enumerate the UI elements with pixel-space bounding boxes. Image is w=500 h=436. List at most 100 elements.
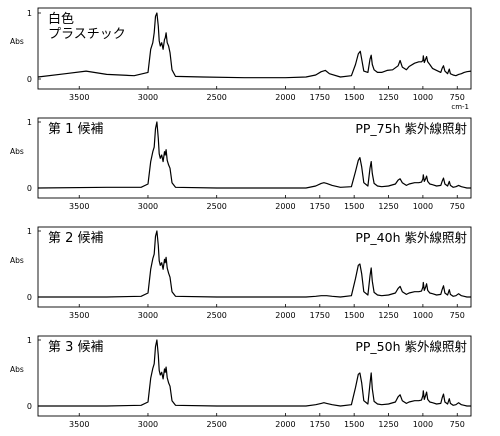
data-point	[440, 403, 441, 404]
data-point	[444, 71, 445, 72]
x-tick-label: 750	[450, 202, 465, 211]
data-point	[106, 296, 107, 297]
data-point	[453, 187, 454, 188]
data-point	[470, 405, 471, 406]
data-point	[447, 73, 448, 74]
data-point	[171, 69, 172, 70]
data-point	[369, 168, 370, 169]
data-point	[325, 70, 326, 71]
data-point	[321, 295, 322, 296]
data-point	[167, 377, 168, 378]
data-point	[425, 395, 426, 396]
data-point	[418, 291, 419, 292]
data-point	[444, 183, 445, 184]
data-point	[426, 392, 427, 393]
data-point	[377, 403, 378, 404]
data-point	[429, 183, 430, 184]
data-point	[160, 265, 161, 266]
data-point	[443, 178, 444, 179]
data-point	[466, 71, 467, 72]
data-point	[358, 265, 359, 266]
data-point	[158, 138, 159, 139]
data-point	[37, 187, 38, 188]
data-point	[161, 372, 162, 373]
x-tick-label: 750	[450, 93, 465, 102]
data-point	[422, 395, 423, 396]
data-point	[444, 292, 445, 293]
data-point	[436, 70, 437, 71]
data-point	[455, 75, 456, 76]
data-point	[406, 403, 407, 404]
data-point	[359, 157, 360, 158]
data-point	[106, 405, 107, 406]
data-point	[167, 42, 168, 43]
y-axis-label: Abs	[10, 365, 24, 374]
sample-label: 第 1 候補	[48, 122, 104, 137]
data-point	[315, 185, 316, 186]
x-tick-label: 3000	[138, 311, 158, 320]
data-point	[455, 186, 456, 187]
data-point	[402, 291, 403, 292]
data-point	[388, 294, 389, 295]
data-point	[154, 363, 155, 364]
x-tick-label: 1500	[344, 311, 364, 320]
y-axis-label: Abs	[10, 256, 24, 265]
data-point	[372, 173, 373, 174]
data-point	[315, 74, 316, 75]
data-point	[340, 296, 341, 297]
y-tick-label: 1	[27, 227, 32, 236]
data-point	[392, 69, 393, 70]
data-point	[432, 293, 433, 294]
data-point	[402, 400, 403, 401]
data-point	[453, 74, 454, 75]
x-tick-label: 1000	[413, 420, 433, 429]
data-point	[159, 40, 160, 41]
data-point	[443, 285, 444, 286]
spectrum-panel-1: 3500 3000 2500 2000 1750 1500 1250 1000 750 0 1 Abs…	[10, 7, 472, 111]
data-point	[369, 59, 370, 60]
data-point	[285, 77, 286, 78]
data-point	[442, 289, 443, 290]
data-point	[418, 61, 419, 62]
data-point	[429, 401, 430, 402]
x-tick-label: 2000	[275, 202, 295, 211]
data-point	[409, 292, 410, 293]
data-point	[361, 166, 362, 167]
data-point	[332, 296, 333, 297]
data-point	[167, 160, 168, 161]
x-tick-label: 1000	[413, 311, 433, 320]
data-point	[450, 294, 451, 295]
data-point	[169, 52, 170, 53]
data-point	[425, 178, 426, 179]
data-point	[163, 49, 164, 50]
plot-frame	[37, 226, 472, 308]
data-point	[355, 278, 356, 279]
data-point	[315, 404, 316, 405]
data-point	[367, 72, 368, 73]
data-point	[168, 382, 169, 383]
data-point	[449, 289, 450, 290]
data-point	[381, 404, 382, 405]
data-point	[377, 294, 378, 295]
data-point	[326, 295, 327, 296]
data-point	[163, 269, 164, 270]
data-point	[381, 186, 382, 187]
data-point	[423, 55, 424, 56]
data-point	[466, 405, 467, 406]
data-point	[402, 67, 403, 68]
x-tick-label: 2000	[275, 311, 295, 320]
data-point	[321, 183, 322, 184]
spectrum-panel-4: 3500 3000 2500 2000 1750 1500 1250 1000 750 0 1 Abs…	[10, 335, 472, 429]
data-point	[449, 69, 450, 70]
data-point	[361, 273, 362, 274]
data-point	[351, 404, 352, 405]
data-point	[421, 400, 422, 401]
data-point	[340, 76, 341, 77]
x-tick-label: 2500	[207, 420, 227, 429]
data-point	[363, 71, 364, 72]
data-point	[152, 151, 153, 152]
data-point	[155, 236, 156, 237]
data-point	[461, 73, 462, 74]
data-point	[449, 398, 450, 399]
data-point	[152, 258, 153, 259]
